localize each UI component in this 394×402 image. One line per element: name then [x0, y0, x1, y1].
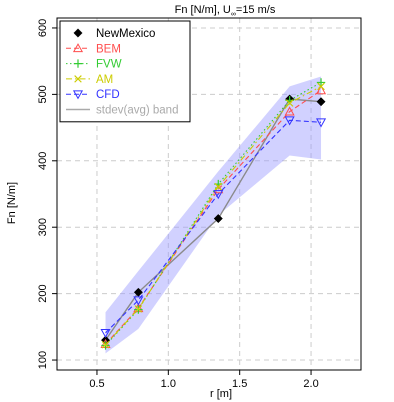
legend-box: [59, 20, 191, 123]
chart-title: Fn [N/m], U∞=15 m/s: [175, 4, 276, 18]
marker-plus: [316, 78, 326, 87]
y-tick-label: 200: [37, 284, 49, 302]
y-axis-label: Fn [N/m]: [6, 182, 18, 224]
marker-triangle-up: [284, 106, 295, 116]
legend-item: stdev(avg) band: [66, 105, 178, 117]
marker-triangle-down: [72, 90, 84, 100]
chart-title-tail: =15 m/s: [236, 4, 276, 16]
marker-diamond: [213, 214, 223, 224]
axes: 0.5 1.0 1.5 2.0 100 200 300 400 500 600: [37, 19, 319, 390]
x-tick-label: 1.5: [232, 378, 247, 390]
series-line-cfd: [105, 119, 322, 334]
x-tick-label: 0.5: [89, 378, 104, 390]
x-tick-label: 1.0: [161, 378, 176, 390]
marker-cross: [214, 182, 223, 191]
marker-cross: [74, 75, 82, 83]
chart-title-subscript: ∞: [231, 11, 236, 18]
legend-item: FVW: [66, 59, 122, 71]
marker-triangle-down: [133, 296, 144, 306]
stdev-band-layer: [105, 76, 322, 354]
legend-label: CFD: [96, 89, 120, 101]
x-tick-label: 2.0: [303, 378, 318, 390]
legend-label: FVW: [96, 59, 122, 71]
y-tick-label: 100: [37, 351, 49, 369]
y-tick-label: 500: [37, 85, 49, 103]
marker-cross: [101, 340, 110, 349]
legend-label: NewMexico: [96, 28, 155, 40]
marker-triangle-down: [315, 118, 327, 128]
plot-frame: [56, 17, 362, 371]
legend-item: NewMexico: [73, 28, 155, 40]
legend-label: AM: [96, 74, 113, 86]
marker-diamond: [73, 28, 83, 38]
marker-triangle-up: [72, 43, 84, 53]
marker-triangle-down: [284, 116, 295, 126]
marker-triangle-up: [315, 85, 327, 95]
marker-triangle-down: [100, 328, 111, 339]
y-tick-label: 400: [37, 152, 49, 170]
marker-plus: [73, 59, 83, 68]
legend-label: stdev(avg) band: [96, 105, 178, 117]
stdev-band: [105, 76, 322, 354]
series-markers-layer: [100, 78, 327, 350]
marker-cross: [134, 305, 143, 313]
marker-cross: [317, 82, 325, 91]
legend: NewMexico BEM FVW AM CFD stdev(avg) band: [59, 20, 191, 123]
legend-label: BEM: [96, 43, 121, 55]
y-tick-label: 300: [37, 218, 49, 236]
x-axis-label: r [m]: [210, 388, 232, 400]
y-tick-label: 600: [37, 19, 49, 37]
legend-item: BEM: [66, 43, 121, 55]
marker-cross: [285, 99, 294, 107]
marker-triangle-down: [213, 190, 224, 200]
legend-item: CFD: [66, 89, 120, 101]
marker-diamond: [316, 97, 326, 107]
chart-title-main: Fn [N/m], U: [175, 4, 231, 16]
legend-item: AM: [66, 74, 113, 86]
